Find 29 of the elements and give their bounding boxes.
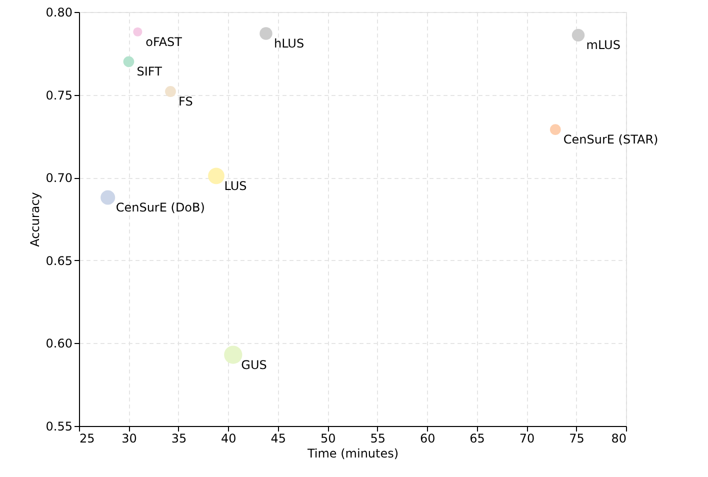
x-tick-label: 40 bbox=[221, 432, 236, 446]
series-label: hLUS bbox=[274, 36, 304, 51]
series-label: GUS bbox=[241, 358, 267, 372]
x-tick-label: 50 bbox=[320, 432, 336, 446]
x-tick-label: 75 bbox=[569, 432, 584, 446]
x-tick-label: 80 bbox=[611, 432, 626, 446]
series-label: LUS bbox=[224, 178, 247, 193]
x-tick-label: 45 bbox=[270, 432, 286, 446]
x-tick-label: 70 bbox=[519, 432, 535, 446]
y-tick-label: 0.75 bbox=[46, 88, 72, 102]
x-tick-label: 25 bbox=[80, 432, 95, 446]
x-tick-label: 30 bbox=[122, 432, 137, 446]
x-axis-title: Time (minutes) bbox=[306, 446, 399, 460]
series-label: CenSurE (STAR) bbox=[563, 132, 658, 147]
x-tick-label: 55 bbox=[370, 432, 386, 446]
x-tick-label: 65 bbox=[470, 432, 485, 446]
y-tick-label: 0.70 bbox=[46, 171, 72, 186]
x-tick-label: 35 bbox=[171, 432, 187, 446]
series-label: SIFT bbox=[136, 64, 163, 79]
series-label: oFAST bbox=[146, 34, 183, 49]
y-tick-label: 0.65 bbox=[46, 254, 72, 268]
y-tick-label: 0.60 bbox=[46, 336, 72, 351]
series-label: mLUS bbox=[586, 38, 620, 52]
series-label: CenSurE (DoB) bbox=[116, 200, 205, 214]
series-label: FS bbox=[178, 94, 193, 108]
y-tick-label: 0.55 bbox=[46, 420, 72, 434]
y-axis-title: Accuracy bbox=[28, 192, 42, 247]
y-tick-label: 0.80 bbox=[46, 6, 72, 20]
x-tick-label: 60 bbox=[420, 432, 436, 446]
